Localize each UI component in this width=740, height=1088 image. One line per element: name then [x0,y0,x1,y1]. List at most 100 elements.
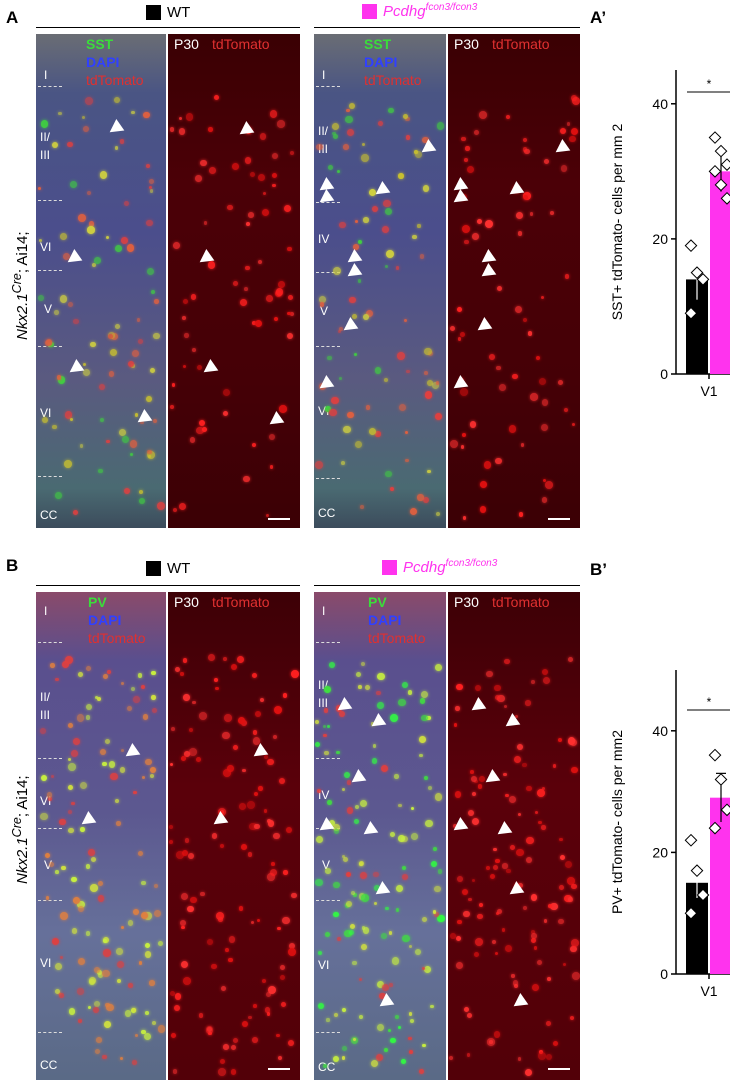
cell-mark [65,656,73,665]
cell-mark [170,404,174,409]
cell-mark [388,107,394,114]
cell-mark [71,750,79,757]
cell-mark [259,697,265,703]
cell-mark [491,940,496,945]
cell-mark [68,757,72,761]
cell-mark [247,801,255,810]
cell-mark [266,819,271,824]
wt-header-b: WT [146,560,190,577]
cell-mark [99,748,107,755]
layer-label: III [318,142,329,156]
cell-mark [119,767,126,773]
cell-mark [151,708,157,714]
cell-mark [558,885,564,890]
cell-mark [417,494,424,501]
cell-mark [495,457,502,465]
cell-mark [253,1004,257,1008]
cell-mark [40,728,46,734]
cell-mark [168,839,173,844]
cell-mark [267,872,275,881]
marker-dapi: DAPI [364,54,398,70]
cell-mark [499,384,506,391]
cell-mark [567,876,575,885]
cell-mark [357,279,362,284]
cell-mark [200,159,207,166]
cell-mark [140,684,145,689]
cell-mark [131,1007,137,1013]
cell-mark [464,157,469,162]
arrowhead-icon [509,993,529,1012]
arrowhead-icon [367,713,387,732]
cell-mark [347,411,354,419]
cell-mark [389,983,393,987]
cell-mark [48,862,54,868]
cell-mark [64,410,73,419]
cell-mark [541,497,548,504]
cell-mark [273,832,280,840]
cell-mark [253,791,259,796]
significance-label: * [707,695,712,709]
cell-mark [126,244,134,252]
cell-mark [508,795,517,804]
cell-mark [52,424,58,430]
cell-mark [115,324,121,330]
cell-mark [477,784,483,789]
cell-mark [432,910,437,914]
cell-mark [57,111,62,116]
cell-mark [397,1026,401,1030]
layer-label: II/ [40,690,51,704]
mut-gene: Pcdhg [403,559,446,576]
cell-mark [541,399,549,406]
data-point [708,164,722,178]
cell-mark [527,330,533,336]
arrowhead-icon [121,743,141,762]
cell-mark [106,439,110,444]
cell-mark [516,743,524,751]
cell-mark [376,980,385,988]
cell-mark [108,761,115,768]
cell-mark [244,286,249,291]
cell-mark [496,365,501,371]
cell-mark [102,969,110,978]
cell-mark [350,924,356,930]
cell-mark [337,937,341,942]
cell-mark [496,911,500,915]
layer-label: I [44,604,48,618]
cell-mark [354,441,362,449]
cell-mark [180,672,184,676]
cell-mark [238,906,244,911]
cell-mark [457,919,462,925]
cell-mark [85,715,91,720]
bar [710,171,730,374]
cell-mark [419,753,423,758]
cell-mark [410,1019,415,1024]
cell-mark [517,231,523,236]
cell-mark [185,838,190,843]
cell-mark [467,809,474,816]
marker-dapi: DAPI [86,54,120,70]
bar [710,797,730,974]
cell-mark [477,913,483,920]
cell-mark [232,744,238,750]
wt-merge-image-a: SST DAPI tdTomato I II/ III VI V VI CC [36,34,166,528]
layer-label: V [320,304,329,318]
cell-mark [324,931,331,938]
cell-mark [40,120,48,128]
arrowhead-icon [315,189,335,208]
cell-mark [261,208,269,216]
cell-mark [379,992,386,1000]
cell-mark [62,252,71,261]
cell-mark [143,1033,151,1041]
cell-mark [61,661,69,669]
scale-bar [268,518,290,520]
cell-mark [547,977,551,982]
cell-mark [133,790,137,795]
cell-mark [365,405,371,410]
cell-mark [434,911,439,917]
cell-mark [278,280,285,288]
cell-mark [369,188,377,196]
cell-mark [564,894,572,903]
cell-mark [207,1026,213,1032]
cell-mark [453,824,458,829]
wt-header-a: WT [146,4,190,21]
